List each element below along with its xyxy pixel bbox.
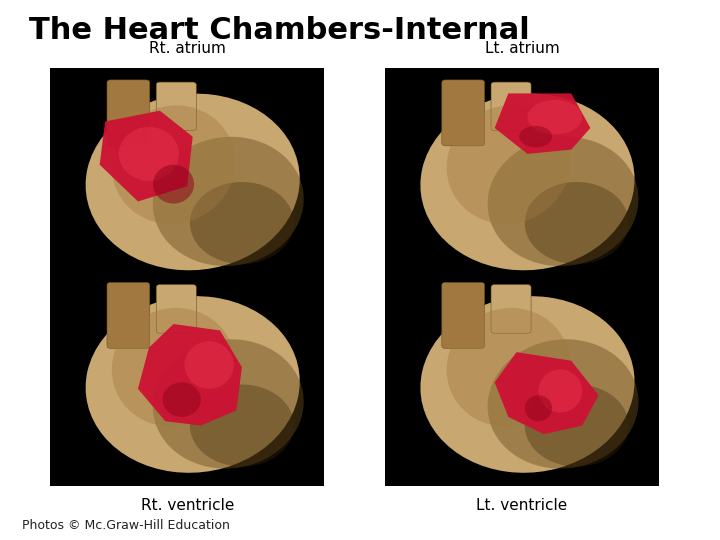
Ellipse shape	[525, 182, 629, 264]
Ellipse shape	[163, 382, 201, 417]
FancyBboxPatch shape	[107, 282, 150, 348]
Ellipse shape	[420, 93, 634, 271]
Text: Rt. atrium: Rt. atrium	[149, 40, 225, 56]
Ellipse shape	[153, 339, 304, 469]
Bar	[385, 68, 659, 284]
Text: Lt. ventricle: Lt. ventricle	[477, 498, 567, 513]
Ellipse shape	[112, 105, 235, 224]
FancyBboxPatch shape	[442, 282, 485, 348]
Bar	[50, 68, 324, 284]
Ellipse shape	[539, 369, 582, 413]
Ellipse shape	[119, 127, 179, 181]
Text: Photos © Mc.Graw-Hill Education: Photos © Mc.Graw-Hill Education	[22, 519, 230, 532]
Ellipse shape	[184, 341, 234, 389]
Ellipse shape	[153, 165, 194, 204]
Ellipse shape	[528, 100, 582, 134]
FancyBboxPatch shape	[107, 80, 150, 146]
Ellipse shape	[525, 395, 552, 421]
Ellipse shape	[519, 126, 552, 147]
Polygon shape	[495, 352, 598, 434]
FancyBboxPatch shape	[491, 82, 531, 131]
Polygon shape	[495, 93, 590, 154]
Polygon shape	[138, 324, 242, 426]
Text: The Heart Chambers-Internal: The Heart Chambers-Internal	[29, 16, 529, 45]
Ellipse shape	[487, 339, 639, 469]
FancyBboxPatch shape	[156, 82, 197, 131]
FancyBboxPatch shape	[442, 80, 485, 146]
FancyBboxPatch shape	[491, 285, 531, 333]
Ellipse shape	[487, 137, 639, 266]
Ellipse shape	[86, 93, 300, 271]
Ellipse shape	[190, 182, 294, 264]
Ellipse shape	[153, 137, 304, 266]
Ellipse shape	[420, 296, 634, 473]
Ellipse shape	[86, 296, 300, 473]
Ellipse shape	[446, 105, 570, 224]
Polygon shape	[99, 111, 193, 201]
FancyBboxPatch shape	[156, 285, 197, 333]
Ellipse shape	[446, 308, 570, 427]
Bar	[385, 270, 659, 486]
Ellipse shape	[525, 384, 629, 467]
Ellipse shape	[112, 308, 235, 427]
Bar	[50, 270, 324, 486]
Text: Lt. atrium: Lt. atrium	[485, 40, 559, 56]
Text: Rt. ventricle: Rt. ventricle	[140, 498, 234, 513]
Ellipse shape	[190, 384, 294, 467]
